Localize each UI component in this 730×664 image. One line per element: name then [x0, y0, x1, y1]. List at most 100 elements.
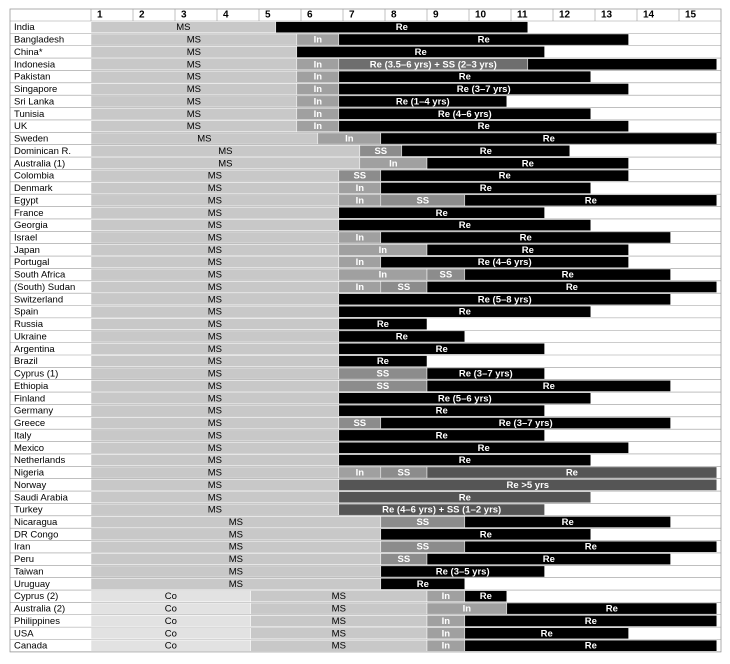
segment [338, 429, 545, 442]
column-header: 9 [433, 10, 439, 21]
row-label: Spain [14, 307, 38, 318]
row-label: China* [14, 47, 43, 58]
segment-label: SS [398, 282, 411, 293]
segment-label: MS [208, 393, 222, 404]
row-label: Sri Lanka [14, 96, 55, 107]
segment-label: Co [165, 591, 177, 602]
segment-label: In [314, 109, 323, 120]
segment-label: In [356, 195, 365, 206]
segment [464, 194, 718, 207]
column-header: 14 [643, 10, 655, 21]
segment [426, 380, 671, 392]
row-label: Philippines [14, 616, 60, 627]
segment-label: MS [208, 344, 222, 355]
segment-label: In [389, 158, 398, 169]
segment-label: Re [459, 455, 471, 466]
segment [426, 367, 545, 380]
segment [380, 256, 629, 269]
segment-label: MS [208, 505, 222, 516]
segment-label: In [356, 282, 365, 293]
segment [380, 169, 629, 182]
segment-label: Re [480, 183, 492, 194]
column-header: 3 [181, 10, 187, 21]
row-label: Bangladesh [14, 35, 64, 46]
row-label: Germany [14, 406, 53, 417]
segment-label: MS [187, 47, 201, 58]
segment [380, 132, 718, 145]
segment-label: MS [332, 604, 346, 615]
segment-label: Co [165, 641, 177, 652]
segment-label: MS [208, 468, 222, 479]
segment-label: In [442, 591, 451, 602]
segment [275, 21, 529, 34]
segment-label: Re (5–6 yrs) [438, 393, 492, 404]
segment [338, 120, 629, 132]
segment-label: MS [208, 282, 222, 293]
row-label: Greece [14, 418, 45, 429]
row-label: Tunisia [14, 109, 45, 120]
row-label: Argentina [14, 344, 55, 355]
column-header: 11 [517, 10, 528, 21]
segment-label: SS [374, 146, 387, 157]
row-label: Netherlands [14, 455, 65, 466]
segment-label: MS [218, 158, 232, 169]
segment-label: MS [208, 480, 222, 491]
segment [338, 479, 718, 491]
segment-label: MS [208, 356, 222, 367]
segment-label: Re [543, 554, 555, 565]
segment-label: MS [208, 245, 222, 256]
row-label: Taiwan [14, 566, 44, 577]
segment [338, 33, 629, 46]
segment-label: Re [459, 72, 471, 83]
segment-label: MS [208, 294, 222, 305]
segment-label: Re [459, 220, 471, 231]
segment-label: MS [332, 616, 346, 627]
row-label: Cyprus (2) [14, 591, 58, 602]
column-header: 5 [265, 10, 271, 21]
segment [338, 491, 592, 504]
segment [380, 417, 671, 429]
segment-label: Re (3.5–6 yrs) + SS (2–3 yrs) [370, 59, 497, 70]
segment-label: SS [440, 270, 453, 281]
row-label: UK [14, 121, 28, 132]
segment [338, 293, 671, 306]
segment-label: Re [478, 121, 490, 132]
segment-label: In [356, 183, 365, 194]
segment-label: MS [208, 418, 222, 429]
segment-label: MS [176, 22, 190, 33]
segment-label: Re [459, 307, 471, 318]
segment-label: MS [208, 232, 222, 243]
segment-label: MS [208, 171, 222, 182]
segment [338, 107, 592, 120]
segment [338, 454, 592, 466]
row-label: Australia (1) [14, 158, 65, 169]
segment [380, 565, 545, 578]
segment [338, 318, 428, 330]
segment-label: MS [208, 381, 222, 392]
segment-label: In [314, 72, 323, 83]
segment-label: Re [480, 591, 492, 602]
segment [464, 627, 629, 640]
segment-label: Re (3–7 yrs) [499, 418, 553, 429]
segment-label: SS [398, 554, 411, 565]
segment-label: Re [543, 134, 555, 145]
segment-label: MS [208, 270, 222, 281]
segment-label: Re [543, 381, 555, 392]
column-header: 8 [391, 10, 397, 21]
segment-label: MS [197, 134, 211, 145]
segment-label: Re [480, 146, 492, 157]
segment-label: Re [436, 344, 448, 355]
segment-label: Re [417, 579, 429, 590]
row-label: USA [14, 628, 34, 639]
row-label: Switzerland [14, 294, 63, 305]
row-label: Israel [14, 232, 37, 243]
segment-label: MS [187, 121, 201, 132]
row-label: Ethiopia [14, 381, 49, 392]
row-label: Russia [14, 319, 44, 330]
segment-label: MS [208, 220, 222, 231]
segment-label: Re [562, 270, 574, 281]
row-label: Mexico [14, 443, 44, 454]
column-header: 10 [475, 10, 487, 21]
